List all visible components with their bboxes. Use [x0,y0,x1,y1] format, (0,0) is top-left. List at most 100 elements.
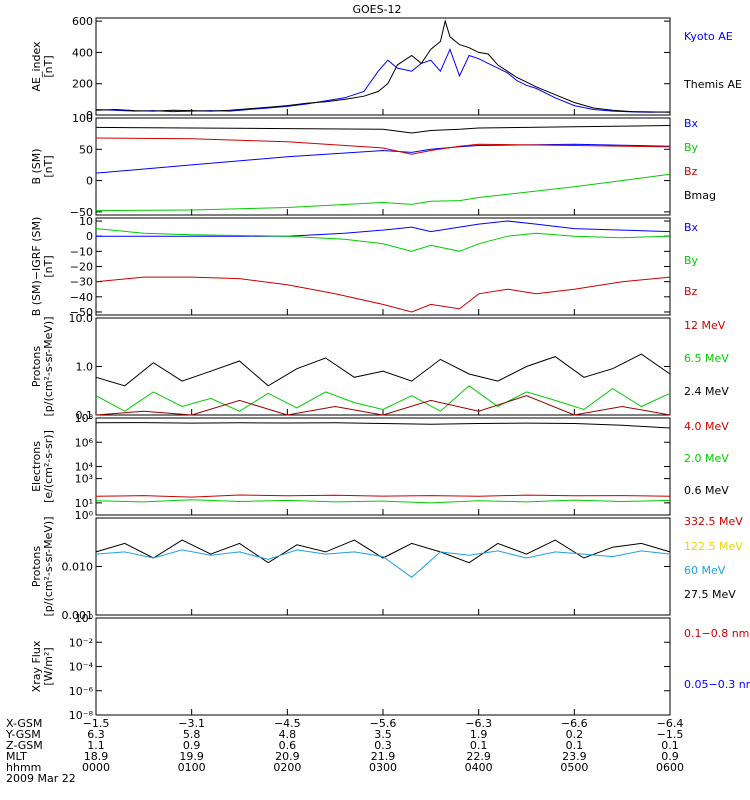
legend-item: 4.0 MeV [684,420,729,433]
y-tick-label: 100 [72,112,93,125]
series-line [95,549,671,578]
x-tick-label: 0.3 [374,739,392,752]
legend-item: 27.5 MeV [684,588,736,601]
x-tick-label: 6.3 [87,728,105,741]
series-line [95,539,671,564]
x-tick-label: 0300 [369,761,397,774]
series-line [96,220,671,237]
x-tick-label: 21.9 [371,750,396,763]
x-tick-label: 4.8 [279,728,297,741]
x-axis-row-label: Z-GSM [6,739,43,752]
y-tick-label: 10³ [75,473,93,486]
legend-item: Themis AE [683,78,742,91]
y-tick-label: 10⁶ [75,436,94,449]
series-line [95,125,671,134]
y-tick-label: −50 [70,206,93,219]
y-tick-label: 10.0 [69,312,94,325]
series-line [95,143,671,174]
panel-frame [95,517,671,616]
y-tick-label: −30 [70,276,93,289]
legend-item: 6.5 MeV [684,352,729,365]
y-tick-label: 0 [86,109,93,122]
y-tick-label: 200 [72,78,93,91]
y-tick-label: 50 [79,143,93,156]
panel-frame [95,617,671,716]
y-tick-label: −50 [70,306,93,319]
y-tick-label: 1.0 [76,361,94,374]
y-axis-label: Electrons[e/(cm²-s-sr)] [30,430,55,503]
series-line [95,494,671,498]
x-tick-label: 0400 [465,761,493,774]
series-line [95,395,671,416]
y-tick-label: 10⁴ [75,461,94,474]
x-axis-table: X-GSM −1.5 −3.1 −4.5 −5.6 −6.3 −6.6 −6.4 Y-GSM 6.… [5,717,684,785]
y-tick-label: 10¹ [75,497,93,510]
series-line [95,137,671,155]
series-line [95,422,671,429]
legend-item: 2.0 MeV [684,452,729,465]
y-tick-label: 10⁻⁴ [69,661,94,674]
series-line [95,385,671,412]
panel-2: −50 0 50 100 B (SM)[nT] Bx By Bz Bmag [30,112,716,219]
x-tick-label: −6.6 [561,717,588,730]
y-tick-label: 400 [72,46,93,59]
y-tick-label: 10⁻⁶ [69,685,94,698]
y-tick-label: 10⁰ [75,612,94,625]
y-axis-label: Protons[p/(cm²-s-sr-MeV)] [30,517,55,617]
x-tick-label: 0.1 [566,739,584,752]
x-tick-label: 1.9 [470,728,488,741]
series-line [95,228,671,252]
x-axis-row-label: MLT [6,750,27,763]
panel-frame [95,317,671,416]
x-tick-label: −6.4 [657,717,684,730]
y-axis-label: B (SM)[nT] [30,148,55,184]
x-tick-label: 0000 [82,761,110,774]
series-line [95,47,671,113]
date-label: 2009 Mar 22 [6,772,76,785]
x-tick-label: 0.9 [183,739,201,752]
y-tick-label: 0.1 [76,409,94,422]
x-tick-label: 0.1 [470,739,488,752]
legend-item: 122.5 MeV [684,540,743,553]
y-tick-label: 10⁻² [69,636,93,649]
x-tick-label: 0200 [273,761,301,774]
series-line [95,19,671,113]
x-tick-label: −5.6 [370,717,397,730]
x-tick-label: 0500 [560,761,588,774]
y-tick-label: −10 [70,245,93,258]
x-tick-label: −4.5 [274,717,301,730]
legend-item: Bx [684,221,699,234]
panels: 0 200 400 600 AE_index[nT] Kyoto AE Themis AE −… [30,15,750,722]
panel-frame [95,17,671,116]
panel-frame [95,117,671,216]
legend-item: 0.05−0.3 nm [684,678,750,691]
x-tick-label: 1.1 [87,739,105,752]
y-tick-label: 0 [86,175,93,188]
x-tick-label: −1.5 [657,728,684,741]
legend-item: Bz [684,285,698,298]
x-tick-label: −1.5 [83,717,110,730]
y-axis-label: Protons[p/(cm²-s-sr-MeV)] [30,317,55,417]
x-tick-label: −6.3 [465,717,492,730]
panel-6: 0.001 0.010 Protons[p/(cm²-s-sr-MeV)] 332.5… [30,515,743,622]
y-tick-label: 10⁰ [75,509,94,522]
series-line [95,276,671,313]
x-tick-label: 22.9 [466,750,491,763]
legend-item: 0.6 MeV [684,484,729,497]
series-line [95,499,671,504]
panel-7: 10⁻⁸ 10⁻⁶ 10⁻⁴ 10⁻² 10⁰ Xray Flux[W/m²] 0.1−0.… [30,612,750,722]
y-tick-label: 10⁻⁸ [69,709,94,722]
legend-item: Bz [684,165,698,178]
series-line [95,173,671,212]
y-tick-label: 10⁸ [75,412,94,425]
y-tick-label: 10 [79,215,93,228]
y-tick-label: 0 [86,230,93,243]
y-tick-label: 0.010 [62,561,94,574]
x-tick-label: 0.2 [566,728,584,741]
legend-item: By [684,141,699,154]
y-tick-label: 600 [72,15,93,28]
series-line [95,353,671,387]
legend-item: Bx [684,117,699,130]
x-axis-row-label: X-GSM [6,717,42,730]
